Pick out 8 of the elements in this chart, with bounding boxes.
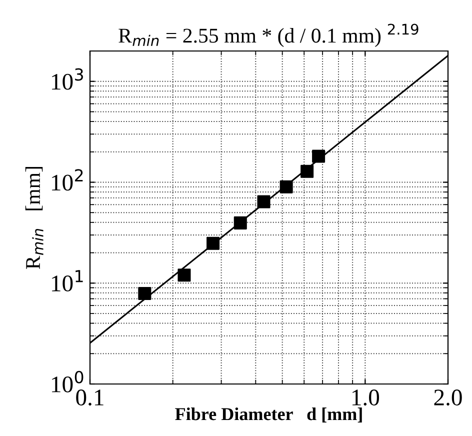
y-tick-label: 10$^{1}$ [52, 270, 83, 292]
y-tick-label: 10$^{2}$ [52, 169, 83, 191]
x-tick-label: 2.0 [434, 390, 462, 406]
x-axis-title: Fibre Diameter d [mm] [175, 407, 362, 422]
x-tick-label: 1.0 [352, 390, 380, 406]
text: R$_{min}$ [mm] [25, 167, 44, 269]
y-tick-label: 10$^{3}$ [52, 68, 83, 90]
chart-title: R$_{min}$ = 2.55 mm * (d / 0.1 mm) $^{2.19}$ [118, 24, 418, 47]
